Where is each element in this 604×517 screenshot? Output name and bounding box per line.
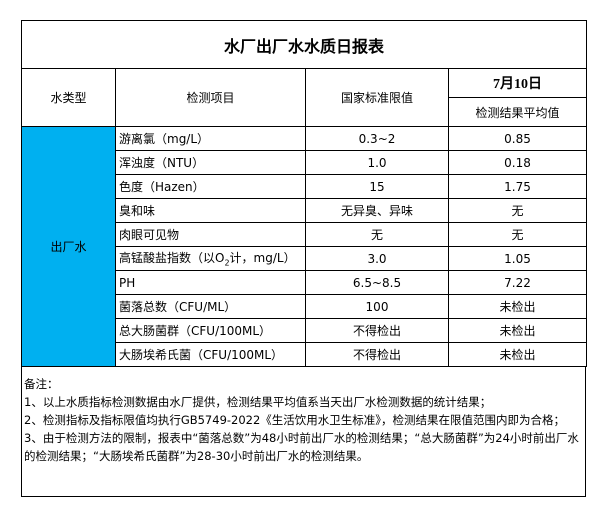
result-cell: 未检出 — [447, 318, 588, 343]
table-row: 出厂水 游离氯（mg/L） 0.3~2 0.85 — [21, 126, 588, 367]
report-table: 水厂出厂水水质日报表 水类型 检测项目 国家标准限值 7月10日 检测结果平均值… — [20, 20, 588, 367]
item-cell: 游离氯（mg/L） — [115, 126, 306, 151]
result-cell: 未检出 — [447, 342, 588, 367]
item-subscript: 2 — [224, 258, 230, 268]
item-cell: 色度（Hazen） — [115, 174, 306, 199]
standard-cell: 1.0 — [305, 150, 449, 175]
result-cell: 1.75 — [447, 174, 588, 199]
note-3: 3、由于检测方法的限制，报表中“菌落总数”为48小时前出厂水的检测结果；“总大肠… — [24, 431, 579, 463]
standard-cell: 3.0 — [305, 246, 449, 271]
notes-box: 备注： 1、以上水质指标检测数据由水厂提供，检测结果平均值系当天出厂水检测数据的… — [21, 367, 586, 497]
table-row: 臭和味 无异臭、异味无 — [22, 198, 588, 223]
item-cell: 臭和味 — [115, 198, 306, 223]
note-2: 2、检测指标及指标限值均执行GB5749-2022《生活饮用水卫生标准》，检测结… — [24, 413, 566, 427]
table-row: 高锰酸盐指数（以O2计，mg/L） 3.0 1.05 — [22, 246, 588, 271]
standard-cell: 无 — [305, 222, 449, 247]
table-row: 色度（Hazen） 15 1.75 — [22, 174, 588, 199]
result-cell: 0.85 — [447, 126, 588, 151]
standard-cell: 6.5~8.5 — [305, 270, 449, 295]
note-1: 1、以上水质指标检测数据由水厂提供，检测结果平均值系当天出厂水检测数据的统计结果… — [24, 395, 492, 409]
standard-cell: 0.3~2 — [305, 126, 449, 151]
table-row: 菌落总数（CFU/ML） 100 未检出 — [22, 294, 588, 319]
item-cell: PH — [115, 270, 306, 295]
notes-label: 备注： — [24, 377, 59, 391]
header-item: 检测项目 — [115, 68, 306, 127]
table-row: 浑浊度（NTU） 1.0 0.18 — [22, 150, 588, 175]
water-quality-report: 水厂出厂水水质日报表 水类型 检测项目 国家标准限值 7月10日 检测结果平均值… — [20, 20, 588, 497]
table-row: 肉眼可见物无无 — [22, 222, 588, 247]
header-result: 检测结果平均值 — [447, 97, 588, 127]
item-text: 高锰酸盐指数（以O — [119, 251, 225, 266]
standard-cell: 15 — [305, 174, 449, 199]
table-row: PH 6.5~8.5 7.22 — [22, 270, 588, 295]
standard-cell: 不得检出 — [305, 342, 449, 367]
result-cell: 无 — [447, 198, 588, 223]
item-cell: 浑浊度（NTU） — [115, 150, 306, 175]
header-standard: 国家标准限值 — [305, 68, 449, 127]
result-cell: 7.22 — [447, 270, 588, 295]
result-cell: 0.18 — [447, 150, 588, 175]
report-title: 水厂出厂水水质日报表 — [20, 20, 588, 69]
item-cell: 菌落总数（CFU/ML） — [115, 294, 306, 319]
result-cell: 无 — [447, 222, 588, 247]
standard-cell: 不得检出 — [305, 318, 449, 343]
header-date: 7月10日 — [447, 68, 588, 98]
standard-cell: 无异臭、异味 — [305, 198, 449, 223]
header-water-type: 水类型 — [21, 68, 116, 127]
item-cell: 总大肠菌群（CFU/100ML） — [115, 318, 306, 343]
item-cell: 大肠埃希氏菌（CFU/100ML） — [115, 342, 306, 367]
standard-cell: 100 — [305, 294, 449, 319]
result-cell: 未检出 — [447, 294, 588, 319]
water-type-cell: 出厂水 — [21, 126, 116, 367]
item-cell: 肉眼可见物 — [115, 222, 306, 247]
table-row: 大肠埃希氏菌（CFU/100ML） 不得检出 未检出 — [22, 342, 588, 367]
result-cell: 1.05 — [447, 246, 588, 271]
item-text: 计，mg/L） — [229, 251, 296, 266]
item-cell: 高锰酸盐指数（以O2计，mg/L） — [115, 246, 306, 271]
